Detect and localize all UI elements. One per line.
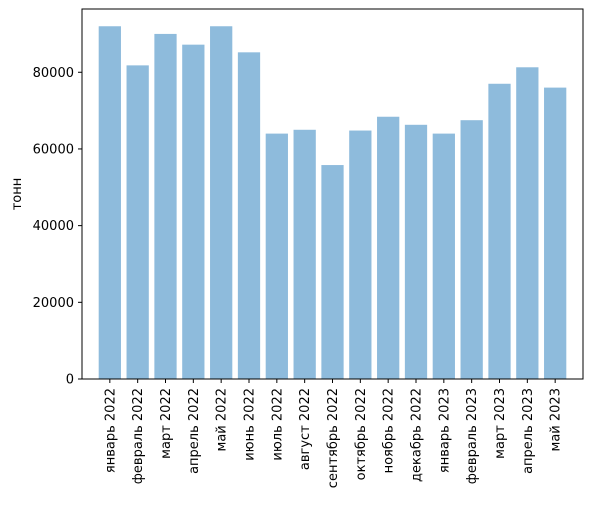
x-tick-label-15: март 2023 bbox=[493, 388, 508, 459]
bar-13 bbox=[433, 134, 455, 379]
y-axis: 0 20000 40000 60000 80000 bbox=[33, 66, 82, 388]
x-tick-label-5: май 2022 bbox=[215, 388, 230, 451]
bar-4 bbox=[182, 45, 204, 379]
bar-12 bbox=[405, 125, 427, 379]
x-tick-label-6: июнь 2022 bbox=[243, 388, 258, 461]
x-tick-label-2: февраль 2022 bbox=[131, 388, 146, 484]
x-tick-label-7: июль 2022 bbox=[270, 388, 285, 461]
bar-15 bbox=[488, 84, 510, 379]
x-tick-label-4: апрель 2022 bbox=[187, 388, 202, 474]
bar-5 bbox=[210, 26, 232, 379]
x-tick-label-3: март 2022 bbox=[159, 388, 174, 459]
y-tick-label-0: 0 bbox=[66, 373, 74, 388]
bar-3 bbox=[154, 34, 176, 379]
bar-17 bbox=[544, 88, 566, 379]
x-tick-label-14: февраль 2023 bbox=[465, 388, 480, 484]
bar-1 bbox=[99, 26, 121, 379]
bar-2 bbox=[127, 65, 149, 379]
x-tick-label-16: апрель 2023 bbox=[521, 388, 536, 474]
x-tick-label-1: январь 2022 bbox=[103, 388, 118, 473]
x-tick-label-11: ноябрь 2022 bbox=[382, 388, 397, 473]
y-tick-label-1: 20000 bbox=[33, 296, 74, 311]
bar-10 bbox=[349, 131, 371, 379]
bar-8 bbox=[294, 130, 316, 379]
bar-6 bbox=[238, 52, 260, 379]
y-tick-label-3: 60000 bbox=[33, 142, 74, 157]
x-tick-label-13: январь 2023 bbox=[437, 388, 452, 473]
x-tick-label-17: май 2023 bbox=[549, 388, 564, 451]
y-tick-label-4: 80000 bbox=[33, 66, 74, 81]
bar-11 bbox=[377, 117, 399, 379]
bar-7 bbox=[266, 134, 288, 379]
y-axis-label: тонн bbox=[10, 178, 25, 211]
x-tick-label-12: декабрь 2022 bbox=[410, 388, 425, 482]
y-tick-label-2: 40000 bbox=[33, 219, 74, 234]
bar-16 bbox=[516, 67, 538, 379]
bar-14 bbox=[461, 120, 483, 379]
bar-9 bbox=[321, 165, 343, 379]
x-tick-label-10: октябрь 2022 bbox=[354, 388, 369, 480]
x-tick-label-8: август 2022 bbox=[298, 388, 313, 470]
x-axis: январь 2022 февраль 2022 март 2022 апрель 2… bbox=[103, 379, 563, 488]
bars-group bbox=[99, 26, 567, 379]
x-tick-label-9: сентябрь 2022 bbox=[326, 388, 341, 488]
